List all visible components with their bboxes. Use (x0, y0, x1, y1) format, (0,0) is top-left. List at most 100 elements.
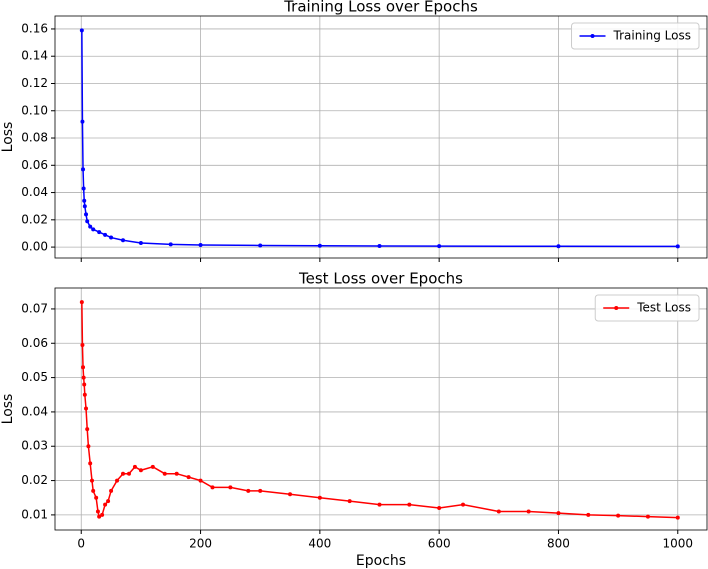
data-point (84, 406, 89, 411)
data-point (377, 244, 382, 249)
data-point (317, 495, 322, 500)
legend-frame (571, 22, 700, 50)
data-point (198, 243, 203, 248)
data-point (556, 244, 561, 249)
legend-marker (614, 306, 619, 310)
data-point (675, 244, 680, 249)
data-point (407, 502, 412, 507)
data-point (121, 238, 126, 243)
y-axis-label: Loss (0, 122, 16, 153)
data-point (103, 232, 108, 237)
data-point (675, 515, 680, 520)
y-tick-label: 0.03 (21, 439, 48, 453)
x-tick-label: 400 (308, 537, 331, 551)
data-point (80, 342, 85, 347)
data-point (109, 235, 114, 240)
y-tick-label: 0.16 (21, 21, 48, 35)
data-point (84, 212, 89, 217)
data-point (174, 471, 179, 476)
data-point (81, 365, 86, 370)
data-point (377, 502, 382, 507)
data-point (347, 499, 352, 504)
y-tick-label: 0.07 (21, 301, 48, 315)
data-point (103, 502, 108, 507)
chart-title: Training Loss over Epochs (283, 0, 478, 16)
data-point (437, 506, 442, 511)
data-point (586, 512, 591, 517)
data-point (106, 499, 111, 504)
plot-frame (54, 287, 708, 531)
y-tick-label: 0.04 (21, 404, 48, 418)
data-point (645, 514, 650, 519)
data-point (85, 427, 90, 432)
y-tick-label: 0.12 (21, 76, 48, 90)
y-tick-label: 0.10 (21, 103, 48, 117)
data-point (79, 300, 84, 305)
x-axis-label: Epochs (356, 553, 406, 569)
data-point (91, 227, 96, 232)
data-point (88, 461, 93, 466)
data-point (94, 495, 99, 500)
x-tick-label: 200 (189, 537, 212, 551)
data-point (210, 485, 215, 490)
y-tick-label: 0.01 (21, 507, 48, 521)
y-tick-label: 0.02 (21, 212, 48, 226)
data-point (82, 392, 87, 397)
data-point (81, 186, 86, 191)
data-point (132, 464, 137, 469)
data-point (437, 244, 442, 249)
data-point (81, 167, 86, 172)
data-point (109, 488, 114, 493)
data-point (150, 464, 155, 469)
x-tick-label: 0 (77, 537, 85, 551)
x-tick-label: 800 (547, 537, 570, 551)
y-tick-label: 0.08 (21, 131, 48, 145)
data-point (97, 230, 102, 235)
data-point (97, 514, 102, 519)
data-point (526, 509, 531, 514)
data-point (86, 444, 91, 449)
data-point (79, 28, 84, 33)
data-point (461, 502, 466, 507)
y-tick-label: 0.06 (21, 336, 48, 350)
data-point (138, 468, 143, 473)
series-line (81, 302, 678, 519)
x-tick-label: 1000 (662, 537, 693, 551)
y-tick-label: 0.06 (21, 158, 48, 172)
plot-frame (54, 15, 708, 259)
y-tick-label: 0.02 (21, 473, 48, 487)
legend-frame (594, 294, 700, 322)
data-point (115, 478, 120, 483)
data-point (88, 224, 93, 229)
y-axis-label: Loss (0, 394, 16, 425)
data-point (80, 119, 85, 124)
data-point (258, 243, 263, 248)
data-point (288, 492, 293, 497)
data-point (168, 242, 173, 247)
legend: Training Loss (571, 22, 700, 50)
legend-marker (590, 34, 595, 38)
data-point (89, 478, 94, 483)
data-point (246, 488, 251, 493)
data-point (82, 204, 87, 209)
data-point (82, 198, 87, 203)
data-point (556, 511, 561, 516)
x-tick-label: 600 (428, 537, 451, 551)
data-point (91, 488, 96, 493)
y-tick-label: 0.04 (21, 185, 48, 199)
data-point (258, 488, 263, 493)
data-point (81, 375, 86, 380)
data-point (162, 471, 167, 476)
data-point (228, 485, 233, 490)
data-point (121, 471, 126, 476)
legend-label: Training Loss (613, 29, 691, 43)
data-point (186, 475, 191, 480)
data-point (126, 471, 131, 476)
legend-label: Test Loss (636, 301, 691, 315)
data-point (616, 513, 621, 518)
data-point (138, 241, 143, 246)
data-point (95, 509, 100, 514)
data-point (82, 382, 87, 387)
data-point (85, 219, 90, 224)
data-point (100, 512, 105, 517)
